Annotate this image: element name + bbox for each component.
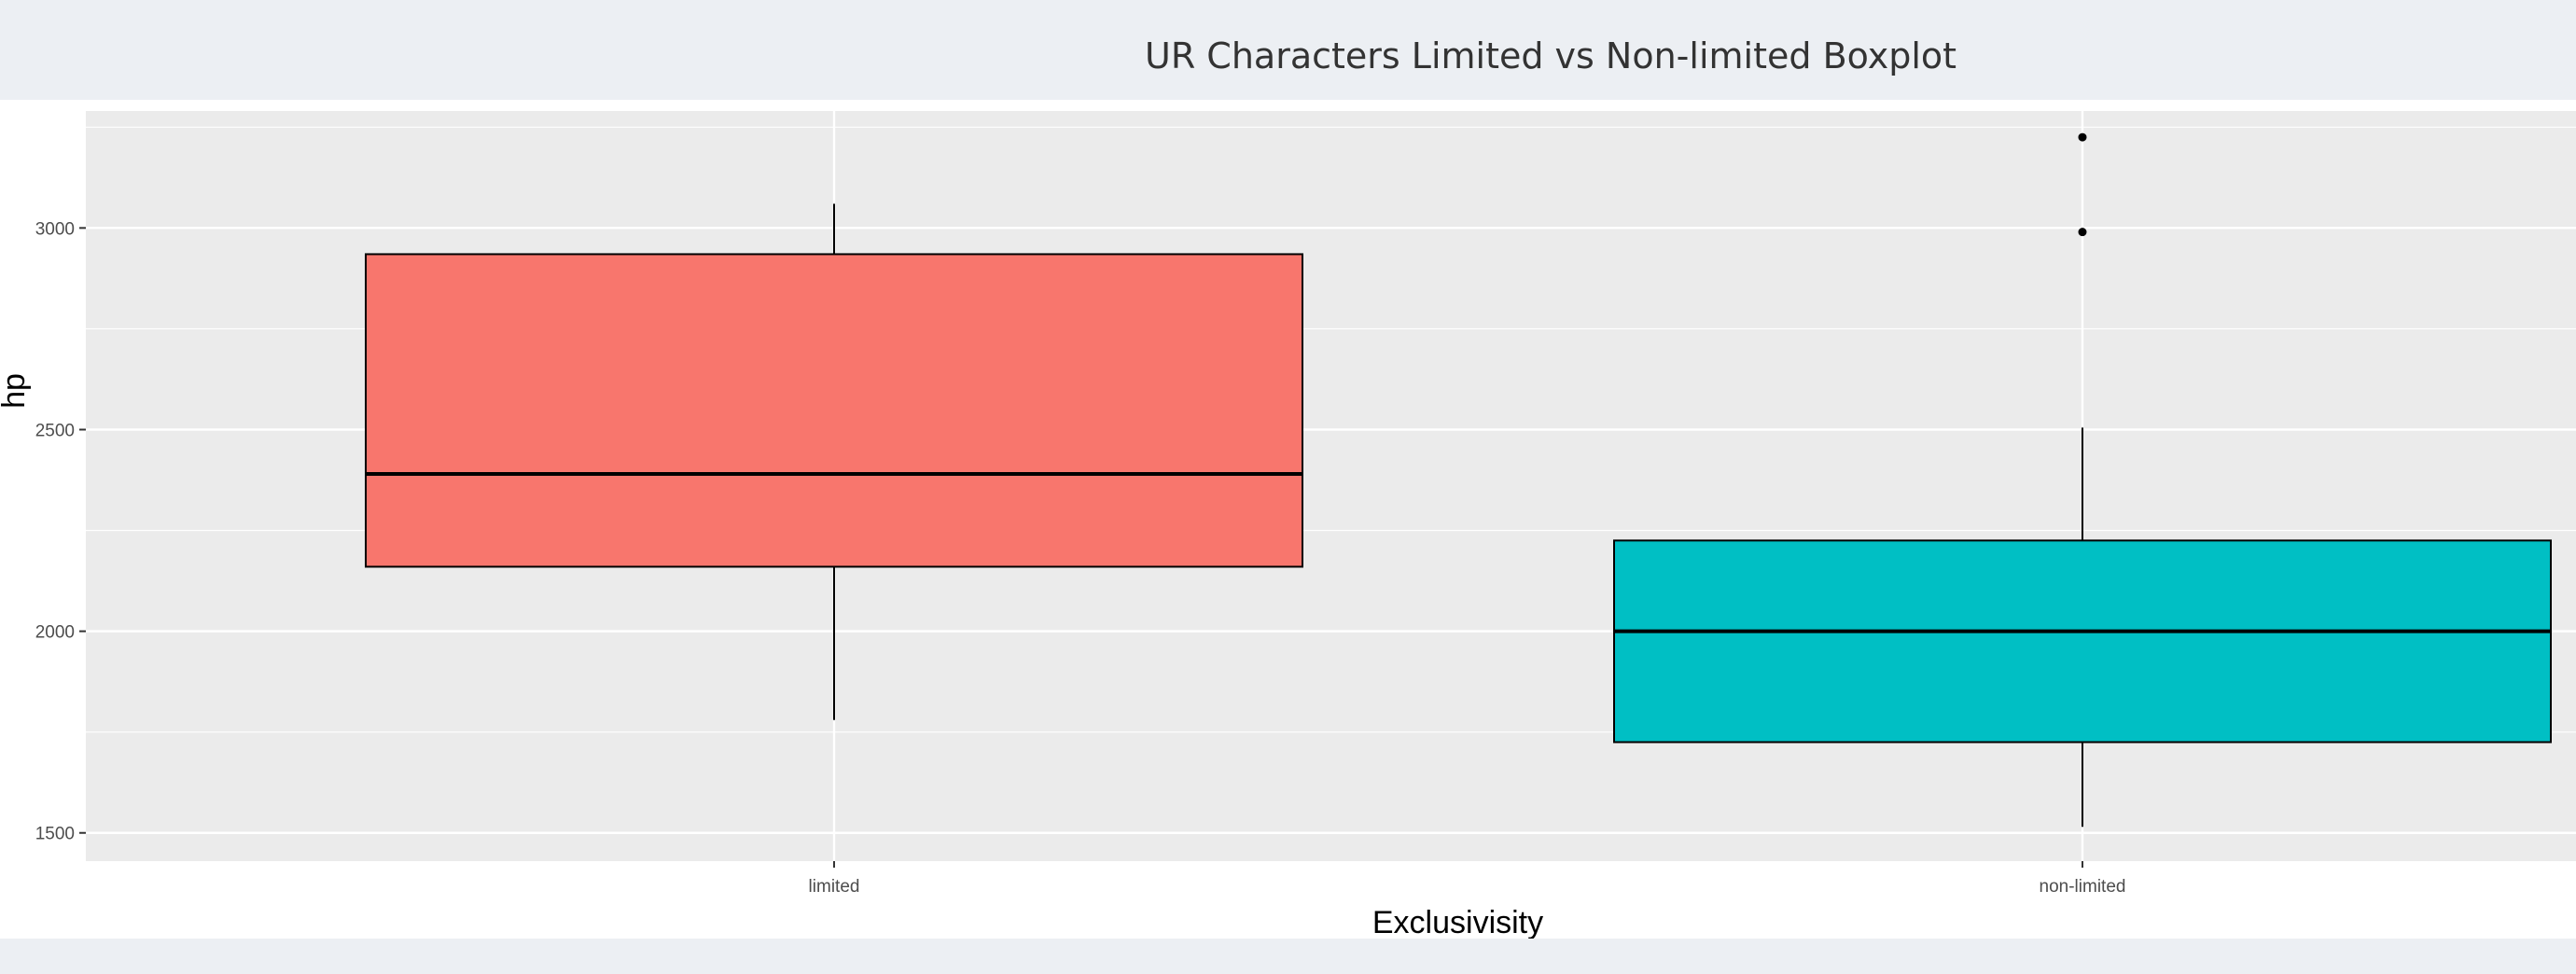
plot-area: 1500 2000 2500 3000 limited non-limited Exclus… (0, 100, 2576, 940)
outlier-point (2078, 228, 2087, 237)
box-limited (365, 203, 1303, 720)
y-tick-label: 3000 (35, 219, 75, 239)
box-rect (1613, 539, 2552, 744)
outlier-point (2078, 132, 2087, 142)
boxplot-chart: 1500 2000 2500 3000 limited non-limited Exclus… (0, 111, 2576, 940)
y-tick-label: 2500 (35, 421, 75, 440)
x-tick-label: limited (809, 877, 860, 897)
x-axis-title: Exclusivisity (1372, 905, 1543, 939)
box-non-limited (1613, 132, 2552, 828)
footer-bar (0, 939, 2576, 974)
box-rect (365, 253, 1303, 568)
x-tick-label: non-limited (2040, 877, 2126, 897)
page-title: UR Characters Limited vs Non-limited Box… (1145, 35, 1957, 77)
y-tick-label: 2000 (35, 623, 75, 643)
y-tick-label: 1500 (35, 825, 75, 844)
y-axis-title: hp (0, 373, 32, 409)
header-bar: UR Characters Limited vs Non-limited Box… (0, 0, 2576, 100)
